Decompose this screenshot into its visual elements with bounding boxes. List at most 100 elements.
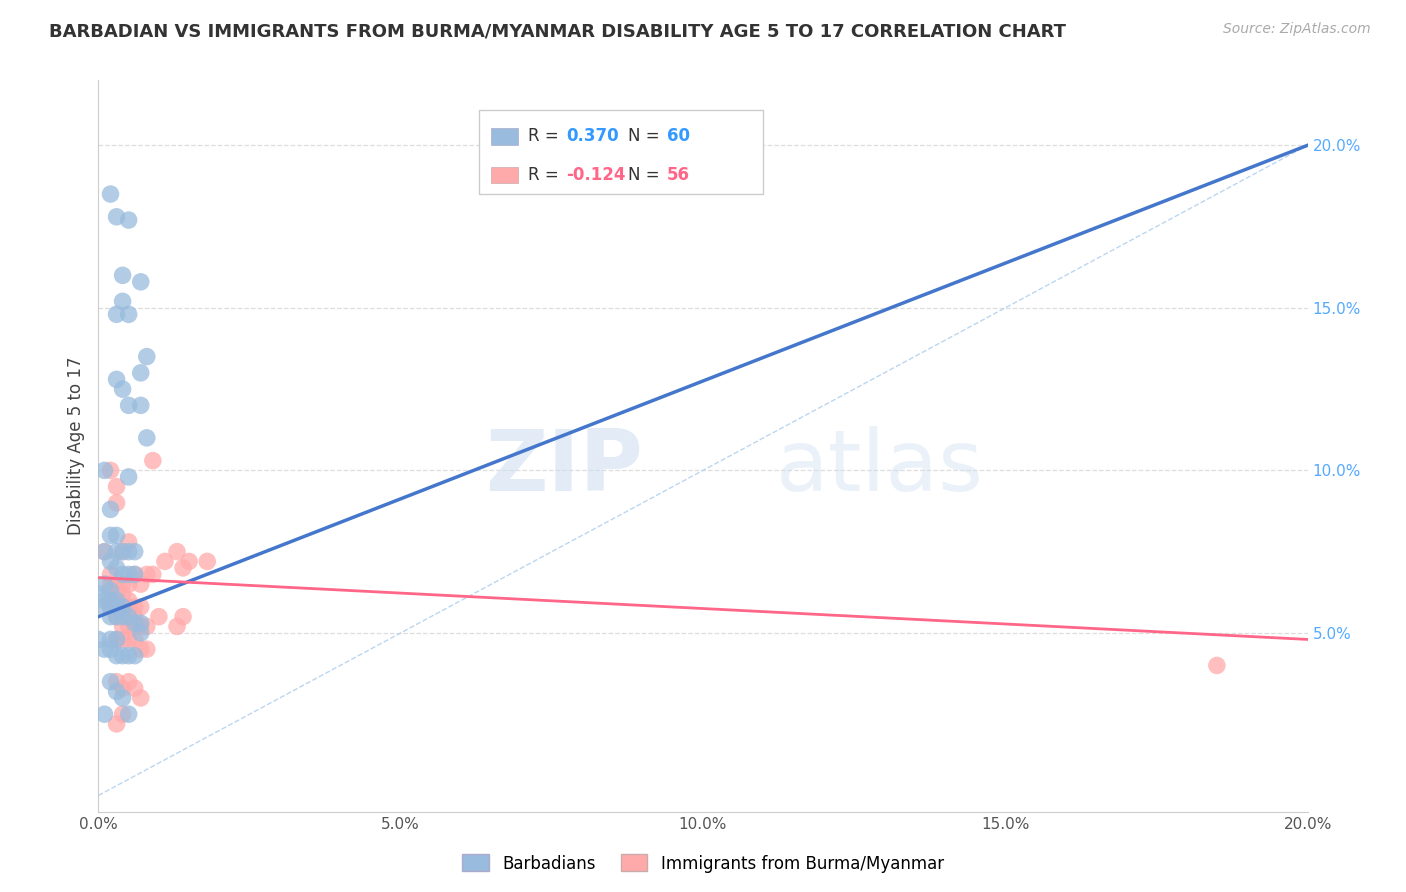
Point <box>129 398 152 412</box>
Point <box>118 632 141 647</box>
Point <box>118 213 141 227</box>
Point <box>105 544 128 558</box>
Point <box>111 577 134 591</box>
Point <box>105 609 128 624</box>
Point <box>124 599 146 614</box>
Point <box>124 544 146 558</box>
Point <box>124 681 146 696</box>
Point <box>100 577 122 591</box>
Text: 0.370: 0.370 <box>567 128 619 145</box>
Point <box>124 632 146 647</box>
Point <box>93 707 115 722</box>
Point <box>100 599 122 614</box>
Point <box>105 577 128 591</box>
Legend: Barbadians, Immigrants from Burma/Myanmar: Barbadians, Immigrants from Burma/Myanma… <box>456 847 950 880</box>
Point <box>111 587 134 601</box>
Point <box>142 453 165 467</box>
Point <box>111 681 134 696</box>
Point <box>100 554 122 568</box>
Point <box>129 619 152 633</box>
Point <box>100 642 122 657</box>
Point <box>111 294 134 309</box>
Point <box>118 599 141 614</box>
Point <box>118 619 141 633</box>
Point <box>148 609 170 624</box>
Point <box>105 632 128 647</box>
Point <box>105 684 128 698</box>
Point <box>118 593 141 607</box>
Point <box>129 275 152 289</box>
Point <box>124 609 146 624</box>
Point <box>135 642 157 657</box>
Text: Source: ZipAtlas.com: Source: ZipAtlas.com <box>1223 22 1371 37</box>
Point <box>129 366 152 380</box>
Point <box>105 674 128 689</box>
Point <box>100 609 122 624</box>
Text: N =: N = <box>628 128 665 145</box>
Point <box>100 593 122 607</box>
Point <box>166 619 188 633</box>
Point <box>105 210 128 224</box>
Point <box>87 587 110 601</box>
Point <box>100 583 122 598</box>
Point <box>1206 658 1229 673</box>
Point <box>135 619 157 633</box>
Point <box>105 480 128 494</box>
Point <box>124 619 146 633</box>
Point <box>111 544 134 558</box>
Point <box>93 577 115 591</box>
Point <box>118 609 141 624</box>
Point <box>111 690 134 705</box>
Point <box>93 544 115 558</box>
Point <box>111 567 134 582</box>
Point <box>129 599 152 614</box>
Point <box>105 593 128 607</box>
Point <box>111 619 134 633</box>
Point <box>93 599 115 614</box>
Point <box>100 187 122 202</box>
Point <box>153 554 176 568</box>
Point <box>111 609 134 624</box>
Point <box>93 642 115 657</box>
Point <box>105 372 128 386</box>
Point <box>118 567 141 582</box>
Point <box>124 567 146 582</box>
Point <box>118 577 141 591</box>
FancyBboxPatch shape <box>492 167 517 183</box>
Point <box>105 587 128 601</box>
Text: BARBADIAN VS IMMIGRANTS FROM BURMA/MYANMAR DISABILITY AGE 5 TO 17 CORRELATION CH: BARBADIAN VS IMMIGRANTS FROM BURMA/MYANM… <box>49 22 1066 40</box>
Point <box>124 648 146 663</box>
Point <box>124 616 146 631</box>
Point <box>93 463 115 477</box>
Point <box>118 398 141 412</box>
Point <box>129 690 152 705</box>
Point <box>111 599 134 614</box>
Point <box>129 616 152 631</box>
Point <box>100 674 122 689</box>
Point <box>100 599 122 614</box>
Point <box>105 648 128 663</box>
Point <box>118 707 141 722</box>
Point <box>100 632 122 647</box>
Point <box>105 528 128 542</box>
Point <box>118 609 141 624</box>
Point <box>129 642 152 657</box>
Point <box>93 544 115 558</box>
Point <box>100 463 122 477</box>
FancyBboxPatch shape <box>479 110 763 194</box>
Y-axis label: Disability Age 5 to 17: Disability Age 5 to 17 <box>66 357 84 535</box>
Point <box>100 502 122 516</box>
Point <box>135 567 157 582</box>
Point <box>135 431 157 445</box>
Point <box>118 307 141 321</box>
Point <box>87 632 110 647</box>
Point <box>105 609 128 624</box>
Point <box>100 567 122 582</box>
Text: R =: R = <box>527 128 564 145</box>
Text: -0.124: -0.124 <box>567 166 626 184</box>
Point <box>111 268 134 283</box>
Text: atlas: atlas <box>776 426 984 509</box>
Point <box>118 535 141 549</box>
Point <box>93 593 115 607</box>
Point <box>172 561 194 575</box>
